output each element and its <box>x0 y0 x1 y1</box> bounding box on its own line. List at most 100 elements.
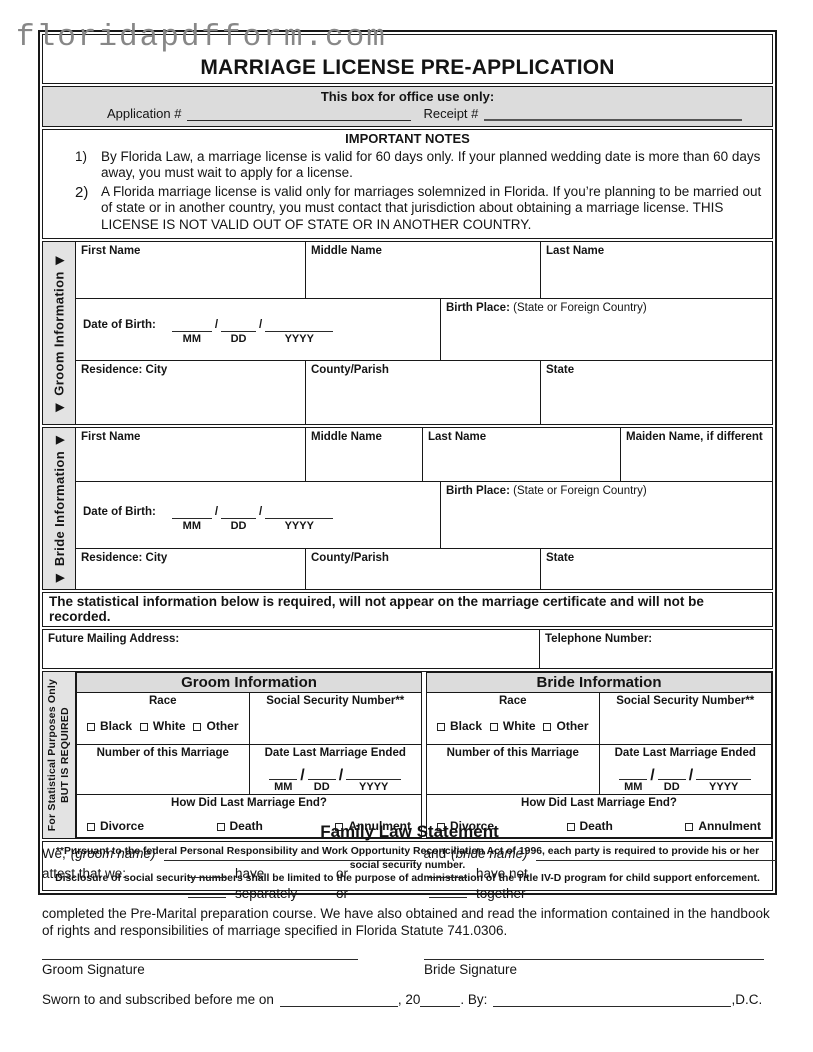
residence-city-label: Residence: City <box>81 552 168 565</box>
race-option-label: Black <box>100 719 133 734</box>
receipt-number-input[interactable] <box>484 108 743 121</box>
sworn-year-input[interactable] <box>420 994 461 1007</box>
bride-birth-place-cell[interactable]: Birth Place: (State or Foreign Country) <box>441 482 772 548</box>
groom-ssn-cell[interactable]: Social Security Number** <box>250 693 422 744</box>
end-option-label: Divorce <box>100 819 145 834</box>
bride-dob-month-input[interactable] <box>171 506 212 520</box>
groom-race-white-checkbox[interactable] <box>139 723 148 732</box>
have-label: have <box>235 866 265 881</box>
groom-race-black-checkbox[interactable] <box>87 723 95 732</box>
groom-marriage-number-cell[interactable]: Number of this Marriage <box>77 745 250 795</box>
sworn-by-input[interactable] <box>493 994 732 1007</box>
bride-county-cell[interactable]: County/Parish <box>306 549 541 590</box>
bride-middle-name-cell[interactable]: Middle Name <box>306 428 423 482</box>
bride-end-death-checkbox[interactable] <box>566 823 575 832</box>
telephone-label: Telephone Number: <box>545 633 653 646</box>
groom-name-input[interactable] <box>163 848 416 861</box>
bride-race-other-checkbox[interactable] <box>543 723 552 732</box>
sworn-date-input[interactable] <box>279 994 398 1007</box>
groom-dob-year-input[interactable] <box>265 319 334 333</box>
bride-last-marriage-month-input[interactable] <box>619 767 648 781</box>
sworn-by-label: . By: <box>460 992 488 1007</box>
race-label: Race <box>149 695 177 708</box>
groom-state-cell[interactable]: State <box>541 361 772 424</box>
race-option-label: Other <box>206 719 239 734</box>
have-not-input[interactable] <box>429 865 467 878</box>
future-mailing-address-cell[interactable]: Future Mailing Address: <box>43 630 540 669</box>
bride-race-white-checkbox[interactable] <box>489 723 498 732</box>
together-input[interactable] <box>429 885 467 898</box>
right-arrow-icon: ▶ <box>55 434 65 447</box>
important-notes-heading: IMPORTANT NOTES <box>345 131 470 146</box>
groom-name-hint: (groom name) <box>70 846 156 861</box>
stat-side-label-line2: BUT IS REQUIRED <box>59 707 72 804</box>
groom-dob-day-input[interactable] <box>221 319 257 333</box>
right-arrow-icon: ▶ <box>55 401 65 414</box>
dd-label: DD <box>313 781 330 794</box>
bride-marriage-number-cell[interactable]: Number of this Marriage <box>427 745 600 795</box>
bride-state-cell[interactable]: State <box>541 549 772 589</box>
ssn-label: Social Security Number** <box>266 695 405 708</box>
bride-signature-input[interactable] <box>424 948 764 960</box>
receipt-number-label: Receipt # <box>423 106 479 121</box>
bride-ssn-cell[interactable]: Social Security Number** <box>600 693 772 744</box>
statistical-banner: The statistical information below is req… <box>42 592 773 628</box>
state-label: State <box>546 552 575 565</box>
groom-stat-header: Groom Information <box>77 673 421 694</box>
mm-label: MM <box>182 520 201 533</box>
groom-first-name-cell[interactable]: First Name <box>76 242 306 299</box>
together-label: together <box>476 886 526 901</box>
groom-dob-cell[interactable]: Date of Birth: MM / DD / YYYY <box>76 299 441 361</box>
have-input[interactable] <box>188 865 226 878</box>
groom-last-marriage-month-input[interactable] <box>269 767 298 781</box>
bride-side-label-text: Bride Information <box>51 451 67 567</box>
groom-dob-month-input[interactable] <box>171 319 212 333</box>
separately-input[interactable] <box>188 885 226 898</box>
middle-name-label: Middle Name <box>311 431 382 444</box>
signature-row: Groom Signature Bride Signature <box>42 948 777 977</box>
groom-last-name-cell[interactable]: Last Name <box>541 242 772 298</box>
or-label: or <box>336 866 349 881</box>
application-number-input[interactable] <box>187 108 412 121</box>
bride-name-input[interactable] <box>535 848 777 861</box>
groom-county-cell[interactable]: County/Parish <box>306 361 541 425</box>
groom-end-death-checkbox[interactable] <box>216 823 225 832</box>
middle-name-label: Middle Name <box>311 245 382 258</box>
or-label: or <box>336 886 349 901</box>
groom-end-annulment-checkbox[interactable] <box>335 823 344 832</box>
bride-last-marriage-year-input[interactable] <box>696 767 752 781</box>
groom-race-other-checkbox[interactable] <box>193 723 202 732</box>
bride-last-name-cell[interactable]: Last Name <box>423 428 621 482</box>
groom-side-label-text: Groom Information <box>51 270 67 396</box>
slash: / <box>259 506 263 519</box>
important-notes-box: IMPORTANT NOTES 1) By Florida Law, a mar… <box>42 129 773 240</box>
bride-maiden-name-cell[interactable]: Maiden Name, if different <box>621 428 772 481</box>
slash: / <box>650 767 655 785</box>
statistical-side-label: For Statistical Purposes Only BUT IS REQ… <box>43 672 76 839</box>
bride-dob-year-input[interactable] <box>265 506 334 520</box>
bride-first-name-cell[interactable]: First Name <box>76 428 306 482</box>
bride-dob-day-input[interactable] <box>221 506 257 520</box>
slash: / <box>214 319 219 332</box>
county-parish-label: County/Parish <box>311 552 389 565</box>
dob-label: Date of Birth: <box>83 319 156 332</box>
note-item-2: 2) A Florida marriage license is valid o… <box>51 184 764 233</box>
groom-residence-city-cell[interactable]: Residence: City <box>76 361 306 425</box>
bride-end-annulment-checkbox[interactable] <box>685 823 694 832</box>
groom-last-marriage-year-input[interactable] <box>346 767 402 781</box>
bride-last-marriage-day-input[interactable] <box>657 767 686 781</box>
bride-dob-cell[interactable]: Date of Birth: MM / DD / YYYY <box>76 482 441 549</box>
mm-label: MM <box>182 333 201 346</box>
bride-residence-city-cell[interactable]: Residence: City <box>76 549 306 590</box>
groom-signature-input[interactable] <box>42 948 358 960</box>
groom-last-marriage-day-input[interactable] <box>307 767 336 781</box>
telephone-number-cell[interactable]: Telephone Number: <box>540 630 772 668</box>
groom-end-divorce-checkbox[interactable] <box>87 823 95 832</box>
groom-middle-name-cell[interactable]: Middle Name <box>306 242 541 299</box>
right-arrow-icon: ▶ <box>55 254 65 266</box>
bride-race-black-checkbox[interactable] <box>437 723 445 732</box>
end-option-label: Annulment <box>698 819 761 834</box>
groom-birth-place-cell[interactable]: Birth Place: (State or Foreign Country) <box>441 299 772 360</box>
end-option-label: Annulment <box>348 819 411 834</box>
bride-end-divorce-checkbox[interactable] <box>437 823 445 832</box>
